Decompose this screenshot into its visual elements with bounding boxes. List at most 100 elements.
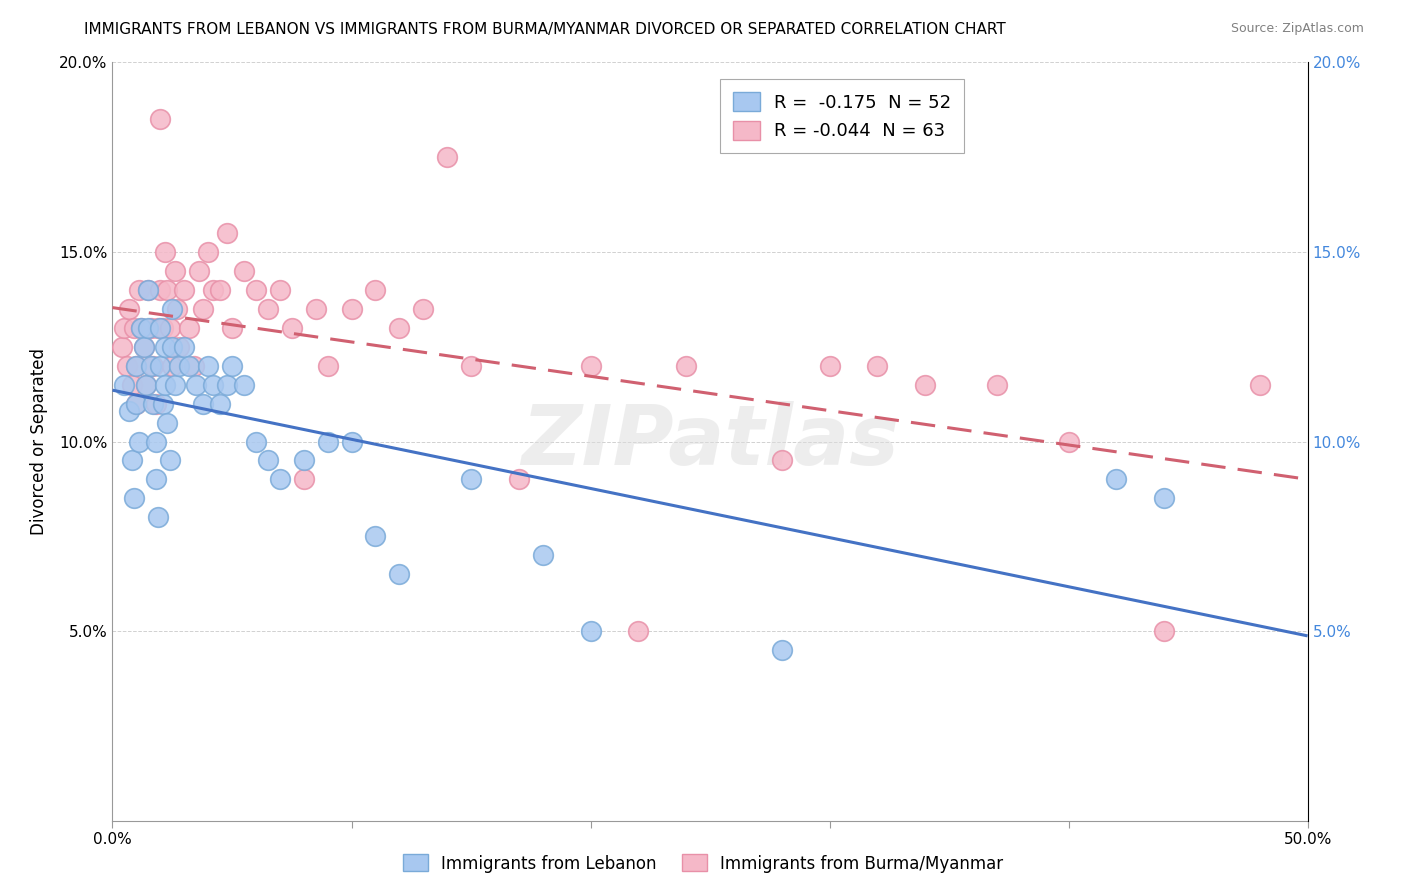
Point (209, 283, 232, 297)
Point (914, 377, 936, 392)
Point (217, 377, 239, 392)
Point (1249, 377, 1271, 392)
Point (187, 264, 209, 278)
Point (156, 283, 179, 297)
Point (1105, 473, 1128, 487)
Point (201, 377, 224, 392)
Text: IMMIGRANTS FROM LEBANON VS IMMIGRANTS FROM BURMA/MYANMAR DIVORCED OR SEPARATED C: IMMIGRANTS FROM LEBANON VS IMMIGRANTS FR… (84, 22, 1007, 37)
Point (579, 359, 602, 373)
Point (135, 377, 157, 392)
Point (1153, 624, 1175, 639)
Point (177, 320, 200, 334)
Point (152, 320, 174, 334)
Point (675, 359, 697, 373)
Point (183, 359, 205, 373)
Point (193, 396, 215, 410)
Point (129, 320, 152, 334)
Point (436, 150, 458, 164)
Point (1057, 434, 1080, 449)
Point (125, 396, 148, 410)
Point (153, 377, 176, 392)
Point (163, 264, 186, 278)
Point (1153, 491, 1175, 506)
Point (146, 510, 169, 524)
Point (159, 320, 181, 334)
Point (138, 283, 160, 297)
Point (221, 320, 243, 334)
Point (201, 283, 224, 297)
Point (125, 359, 148, 373)
Point (257, 301, 280, 316)
Point (125, 396, 148, 410)
Point (245, 434, 267, 449)
Point (121, 453, 143, 467)
Point (770, 643, 793, 657)
Point (186, 377, 208, 392)
Point (118, 301, 141, 316)
Point (364, 529, 387, 543)
Point (163, 377, 186, 392)
Point (316, 434, 339, 449)
Point (128, 283, 150, 297)
Point (149, 112, 172, 127)
Point (245, 283, 267, 297)
Point (531, 548, 554, 563)
Point (118, 404, 141, 418)
Point (145, 473, 167, 487)
Point (145, 396, 167, 410)
Point (508, 473, 530, 487)
Point (156, 416, 179, 430)
Point (460, 473, 482, 487)
Text: Source: ZipAtlas.com: Source: ZipAtlas.com (1230, 22, 1364, 36)
Point (138, 283, 160, 297)
Point (292, 473, 315, 487)
Point (149, 283, 172, 297)
Point (114, 377, 135, 392)
Point (217, 226, 239, 240)
Point (305, 301, 328, 316)
Point (866, 359, 889, 373)
Point (193, 301, 215, 316)
Point (986, 377, 1008, 392)
Point (388, 567, 411, 582)
Point (149, 320, 172, 334)
Point (412, 301, 434, 316)
Point (115, 359, 138, 373)
Point (146, 320, 169, 334)
Point (122, 320, 145, 334)
Point (128, 434, 150, 449)
Point (233, 377, 256, 392)
Point (281, 320, 304, 334)
Point (177, 359, 200, 373)
Point (169, 340, 191, 354)
Point (166, 301, 188, 316)
Y-axis label: Divorced or Separated: Divorced or Separated (30, 348, 48, 535)
Point (153, 244, 176, 259)
Point (388, 320, 411, 334)
Point (142, 396, 165, 410)
Legend: Immigrants from Lebanon, Immigrants from Burma/Myanmar: Immigrants from Lebanon, Immigrants from… (396, 847, 1010, 880)
Point (111, 340, 134, 354)
Point (125, 359, 148, 373)
Point (159, 453, 181, 467)
Point (132, 340, 155, 354)
Point (460, 359, 482, 373)
Text: ZIPatlas: ZIPatlas (522, 401, 898, 482)
Point (340, 301, 363, 316)
Point (340, 434, 363, 449)
Point (818, 359, 841, 373)
Point (162, 359, 183, 373)
Point (579, 624, 602, 639)
Point (139, 320, 162, 334)
Point (627, 624, 650, 639)
Point (152, 396, 174, 410)
Point (257, 453, 280, 467)
Point (292, 453, 315, 467)
Point (162, 301, 183, 316)
Point (221, 359, 243, 373)
Point (364, 283, 387, 297)
Point (121, 377, 143, 392)
Point (129, 320, 152, 334)
Point (197, 359, 219, 373)
Point (162, 340, 183, 354)
